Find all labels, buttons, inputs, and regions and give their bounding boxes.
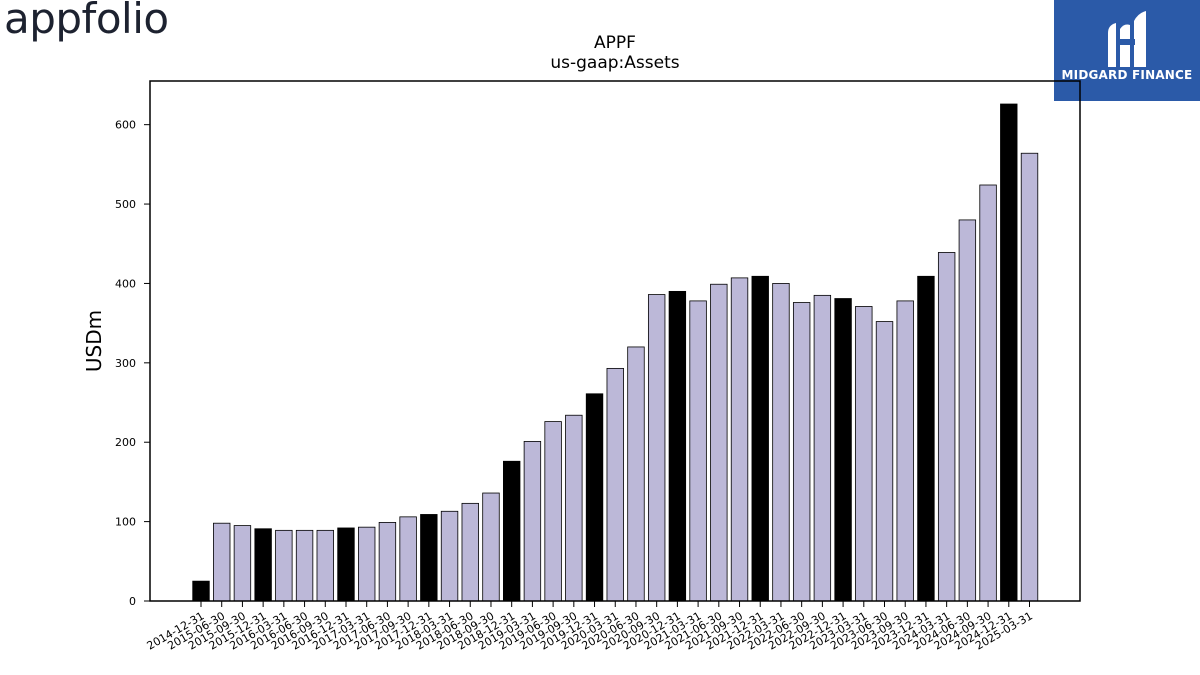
y-axis: 0 100 200 300 400 500 600: [115, 119, 150, 608]
bar-2018-03-31: [440, 510, 459, 602]
bar-2014-12-31: [192, 580, 210, 602]
y-tick-label: 600: [115, 119, 136, 132]
bar-2025-03-31: [1020, 152, 1039, 602]
bar-2016-06-30: [295, 529, 314, 602]
y-tick-label: 300: [115, 357, 136, 370]
chart-title: APPF: [594, 33, 636, 53]
y-tick-label: 400: [115, 277, 136, 290]
bar-2024-09-30: [979, 184, 997, 602]
bar-2021-12-31: [751, 275, 769, 602]
bar-2018-06-30: [461, 502, 479, 602]
bar-2022-09-30: [813, 294, 832, 602]
midgard-finance-badge: MIDGARD FINANCE: [1054, 0, 1200, 101]
bar-2024-06-30: [958, 219, 977, 602]
bar-2022-03-31: [772, 283, 790, 602]
bar-2020-12-31: [668, 290, 687, 602]
y-tick-label: 200: [115, 436, 136, 449]
bar-2015-09-30: [233, 525, 252, 602]
bar-2024-12-31: [1000, 103, 1018, 602]
bar-2021-03-31: [689, 300, 707, 602]
bar-2016-09-30: [316, 529, 334, 602]
bar-2019-06-30: [544, 421, 562, 602]
bar-2024-03-31: [937, 252, 956, 602]
y-axis-label: USDm: [82, 310, 106, 372]
bar-2023-09-30: [896, 300, 914, 602]
bar-2022-06-30: [792, 302, 811, 602]
bar-2022-12-31: [834, 298, 852, 602]
appfolio-logo: appfolio: [4, 0, 169, 43]
bar-2017-12-31: [420, 514, 438, 602]
y-tick-label: 0: [129, 595, 136, 608]
bar-2023-03-31: [855, 306, 873, 602]
bar-2021-06-30: [710, 283, 728, 602]
y-tick-label: 100: [115, 516, 136, 529]
bar-2016-03-31: [275, 529, 293, 602]
bar-2023-12-31: [917, 275, 935, 602]
bars-group: [192, 103, 1039, 602]
bar-2016-12-31: [337, 527, 355, 602]
plot-frame: [149, 80, 1081, 602]
bar-2020-06-30: [627, 346, 645, 602]
bar-2018-12-31: [502, 460, 521, 602]
bar-2020-03-31: [606, 367, 624, 602]
bar-2020-09-30: [647, 294, 666, 602]
bar-2023-06-30: [875, 321, 894, 602]
bar-2015-12-31: [254, 528, 272, 602]
badge-label: MIDGARD FINANCE: [1061, 68, 1193, 82]
bar-2017-06-30: [378, 522, 397, 602]
bar-2017-03-31: [358, 526, 376, 602]
bar-2019-09-30: [565, 414, 583, 602]
y-tick-label: 500: [115, 198, 136, 211]
bar-2019-03-31: [523, 441, 542, 602]
bar-2021-09-30: [730, 277, 749, 602]
bar-2018-09-30: [482, 492, 500, 602]
midgard-logo-icon: [1108, 11, 1146, 67]
x-axis: 2014-12-312015-06-302015-09-302015-12-31…: [145, 601, 1035, 653]
chart-subtitle: us-gaap:Assets: [550, 53, 679, 73]
bar-2017-09-30: [399, 516, 417, 602]
bar-2019-12-31: [585, 393, 604, 602]
bar-2015-06-30: [213, 522, 231, 602]
